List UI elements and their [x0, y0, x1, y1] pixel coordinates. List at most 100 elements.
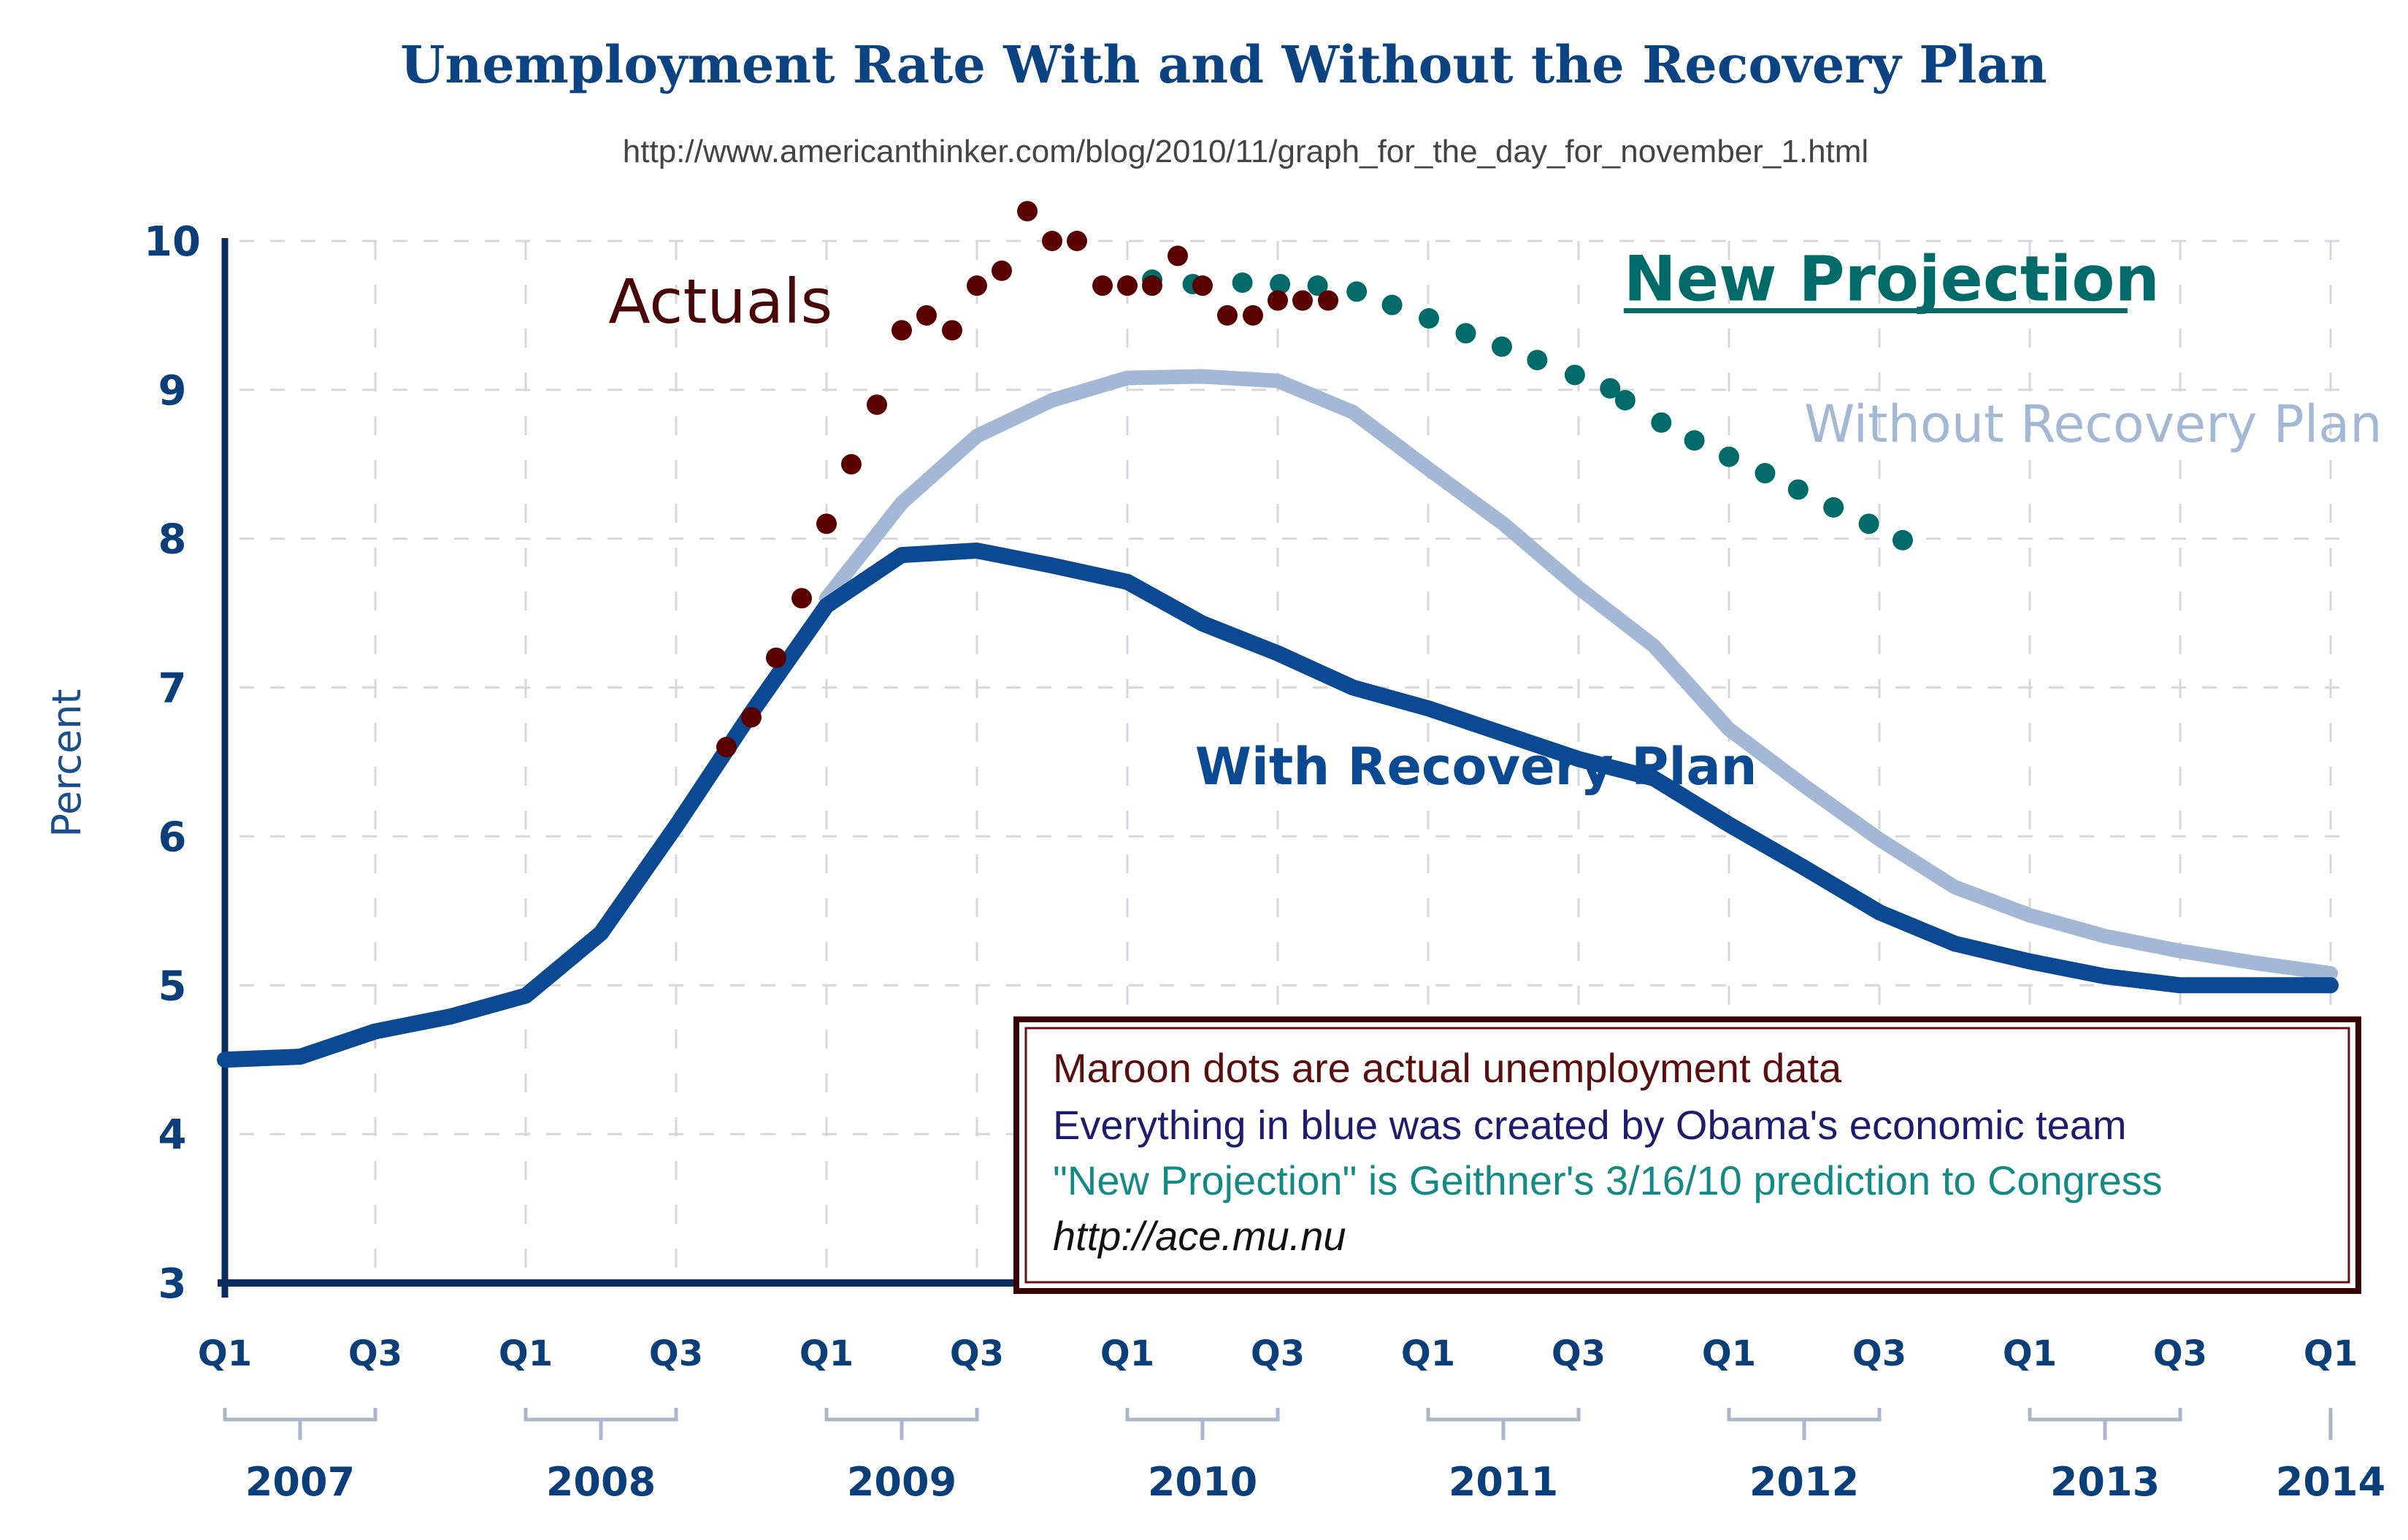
- dot-new-projection: [1755, 463, 1776, 484]
- dot-actuals: [1117, 275, 1138, 296]
- y-tick-label: 5: [158, 962, 187, 1010]
- dot-actuals: [892, 320, 912, 341]
- annotation-box-outer-border: [1013, 1016, 2361, 1294]
- y-tick-label: 10: [144, 218, 201, 266]
- dot-new-projection: [1491, 336, 1512, 357]
- dot-actuals: [1192, 275, 1213, 296]
- dot-new-projection: [1823, 497, 1844, 518]
- line-without-recovery-plan: [819, 369, 2338, 981]
- year-label: 2012: [1749, 1459, 1859, 1505]
- dot-actuals: [765, 647, 786, 668]
- dot-new-projection: [1381, 294, 1403, 315]
- dot-new-projection: [1419, 308, 1440, 329]
- dot-new-projection: [1270, 274, 1291, 295]
- year-label: 2010: [1148, 1459, 1257, 1505]
- dot-actuals: [1268, 290, 1288, 311]
- dot-new-projection: [1787, 479, 1809, 500]
- dot-actuals: [741, 707, 762, 728]
- x-tick-label: Q3: [2153, 1333, 2207, 1374]
- label-with-recovery-plan: With Recovery Plan: [1195, 737, 1757, 797]
- series-layer: [217, 201, 2339, 1068]
- year-bracket: [524, 1408, 678, 1440]
- year-bracket: [1125, 1408, 1280, 1440]
- x-tick-label: Q1: [198, 1333, 252, 1374]
- dot-new-projection: [1858, 513, 1879, 535]
- y-axis-label: Percent: [44, 689, 90, 837]
- x-tick-label: Q3: [950, 1333, 1004, 1374]
- dot-new-projection: [1455, 323, 1476, 344]
- label-actuals: Actuals: [608, 266, 832, 337]
- series-actuals: [716, 201, 1339, 758]
- dot-new-projection: [1346, 281, 1368, 302]
- dot-new-projection: [1564, 364, 1585, 386]
- dot-actuals: [791, 588, 813, 609]
- label-without-recovery-plan: Without Recovery Plan: [1804, 394, 2382, 454]
- chart-title: Unemployment Rate With and Without the R…: [400, 34, 2047, 95]
- y-tick-label: 8: [158, 516, 187, 564]
- year-label: 2008: [546, 1459, 656, 1505]
- y-tick-label: 3: [158, 1260, 187, 1308]
- dot-new-projection: [1892, 529, 1913, 551]
- dot-actuals: [1066, 231, 1087, 251]
- dot-new-projection: [1232, 272, 1253, 294]
- y-axis: 3 4 5 6 7 8 9 10: [144, 218, 229, 1308]
- x-tick-label: Q3: [348, 1333, 402, 1374]
- dot-actuals: [1017, 201, 1038, 222]
- y-tick-label: 7: [158, 665, 187, 713]
- x-tick-label: Q1: [2304, 1333, 2358, 1374]
- x-tick-label: Q1: [499, 1333, 553, 1374]
- dot-actuals: [816, 513, 837, 535]
- x-tick-label: Q3: [649, 1333, 703, 1374]
- dot-new-projection: [1527, 350, 1548, 371]
- dot-actuals: [1243, 304, 1264, 326]
- y-tick-label: 9: [158, 367, 187, 415]
- x-tick-label: Q1: [1702, 1333, 1756, 1374]
- x-tick-label: Q3: [1251, 1333, 1305, 1374]
- dot-actuals: [1167, 245, 1189, 267]
- annotation-line-blue: Everything in blue was created by Obama'…: [1053, 1102, 2127, 1148]
- dot-actuals: [967, 275, 987, 296]
- dot-new-projection: [1719, 446, 1739, 467]
- year-label: 2009: [847, 1459, 956, 1505]
- label-new-projection: New Projection: [1624, 243, 2160, 316]
- dot-actuals: [1318, 290, 1339, 311]
- annotation-line-actuals: Maroon dots are actual unemployment data: [1053, 1045, 1842, 1091]
- dot-actuals: [1216, 304, 1238, 326]
- x-tick-label: Q1: [1401, 1333, 1455, 1374]
- annotation-box: Maroon dots are actual unemployment data…: [1013, 1016, 2361, 1294]
- year-bracket: [1426, 1408, 1581, 1440]
- year-label: 2013: [2050, 1459, 2160, 1505]
- dot-actuals: [867, 394, 888, 415]
- dot-new-projection: [1600, 378, 1621, 399]
- dot-actuals: [1092, 275, 1113, 296]
- x-tick-label: Q3: [1852, 1333, 1906, 1374]
- series-with-recovery-plan: [217, 543, 2339, 1068]
- year-bracket: [1727, 1408, 1882, 1440]
- year-bracket: [223, 1408, 377, 1440]
- chart-subtitle-url: http://www.americanthinker.com/blog/2010…: [623, 134, 1868, 169]
- x-tick-label: Q1: [2003, 1333, 2057, 1374]
- dot-new-projection: [1614, 390, 1636, 411]
- dot-actuals: [942, 320, 963, 341]
- series-labels: Without Recovery Plan With Recovery Plan N…: [608, 243, 2382, 797]
- annotation-line-projection: "New Projection" is Geithner's 3/16/10 p…: [1053, 1157, 2163, 1203]
- y-tick-label: 6: [158, 813, 187, 861]
- dot-new-projection: [1684, 430, 1705, 451]
- year-label: 2011: [1449, 1459, 1558, 1505]
- year-label: 2007: [245, 1459, 355, 1505]
- line-with-recovery-plan: [217, 543, 2339, 1068]
- annotation-box-inner-border: [1024, 1027, 2350, 1284]
- dot-actuals: [1042, 231, 1062, 251]
- x-axis: Q1 Q3 Q1 Q3 Q1 Q3 Q1 Q3 Q1 Q3 Q1 Q3 Q1 Q3 Q1 2007 2008 20…: [198, 1279, 2385, 1505]
- x-tick-label: Q1: [800, 1333, 854, 1374]
- dot-new-projection: [1651, 412, 1672, 433]
- dot-actuals: [991, 260, 1012, 281]
- x-tick-label: Q1: [1100, 1333, 1154, 1374]
- dot-actuals: [916, 304, 937, 326]
- year-bracket: [824, 1408, 979, 1440]
- annotation-line-source: http://ace.mu.nu: [1053, 1213, 1346, 1259]
- y-tick-label: 4: [158, 1111, 187, 1159]
- year-bracket: [2028, 1408, 2182, 1440]
- year-label: 2014: [2276, 1459, 2385, 1505]
